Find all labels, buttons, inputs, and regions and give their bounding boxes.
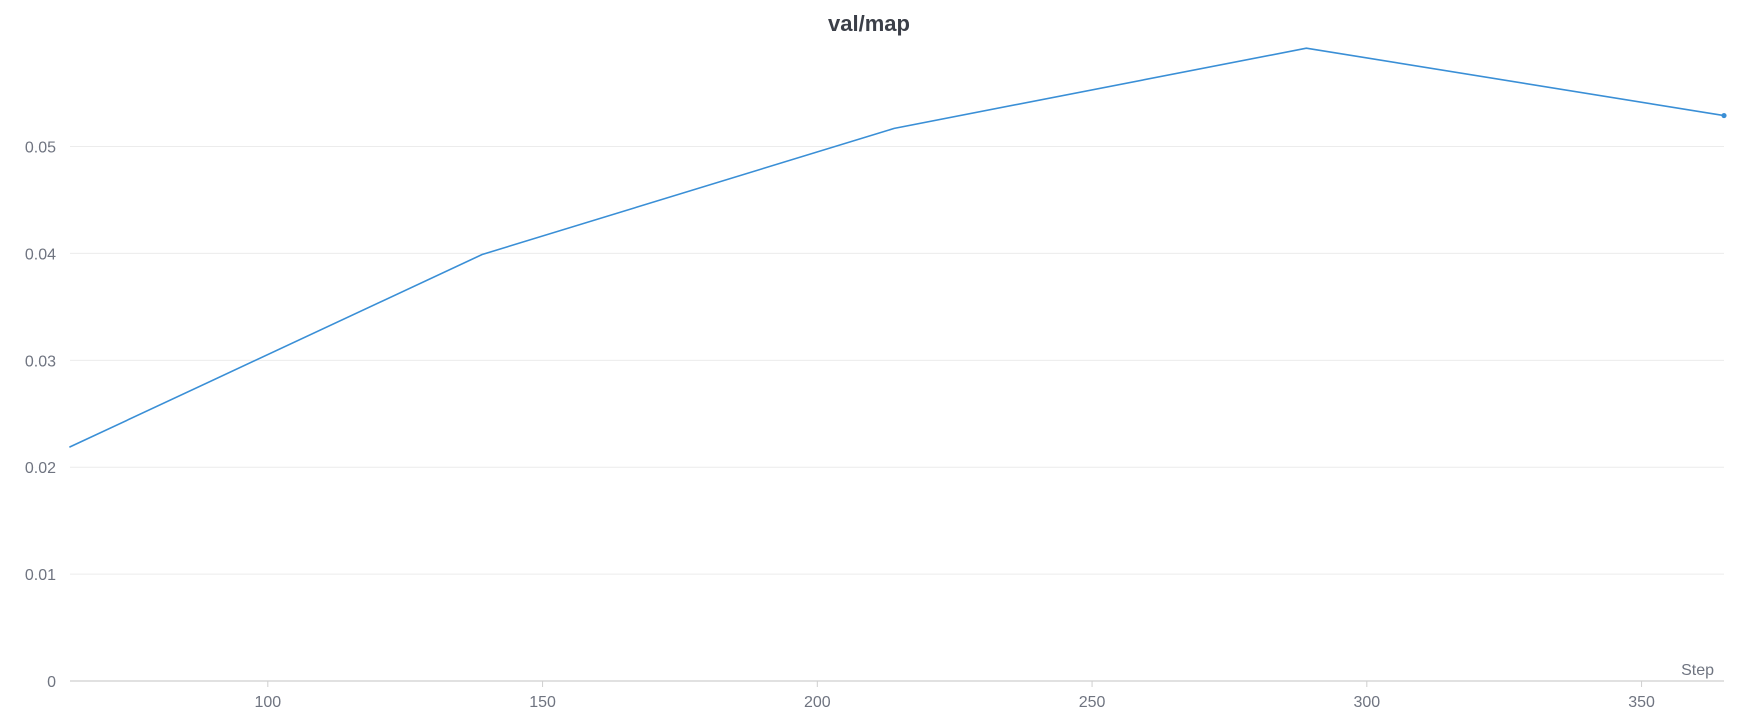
x-tick-label: 150 — [529, 694, 556, 711]
series-end-point[interactable] — [1721, 112, 1727, 119]
x-tick-label: 200 — [804, 694, 831, 711]
x-tick-label: 250 — [1079, 694, 1106, 711]
x-tick-label: 300 — [1353, 694, 1380, 711]
y-tick-label: 0 — [47, 674, 56, 691]
y-tick-label: 0.03 — [25, 353, 56, 370]
x-axis-label: Step — [1681, 662, 1714, 679]
grid-layer — [70, 146, 1724, 575]
chart-title: val/map — [828, 11, 910, 36]
x-tick-label: 350 — [1628, 694, 1655, 711]
y-tick-label: 0.02 — [25, 460, 56, 477]
y-tick-label: 0.05 — [25, 140, 56, 157]
x-tick-label: 100 — [254, 694, 281, 711]
series-layer — [69, 47, 1727, 448]
y-tick-label: 0.04 — [25, 246, 56, 263]
axis-layer: 0 0.01 0.02 0.03 0.04 0.05 100 150 200 250 300 350 — [25, 140, 1724, 711]
series-line — [69, 47, 1725, 448]
y-tick-label: 0.01 — [25, 567, 56, 584]
